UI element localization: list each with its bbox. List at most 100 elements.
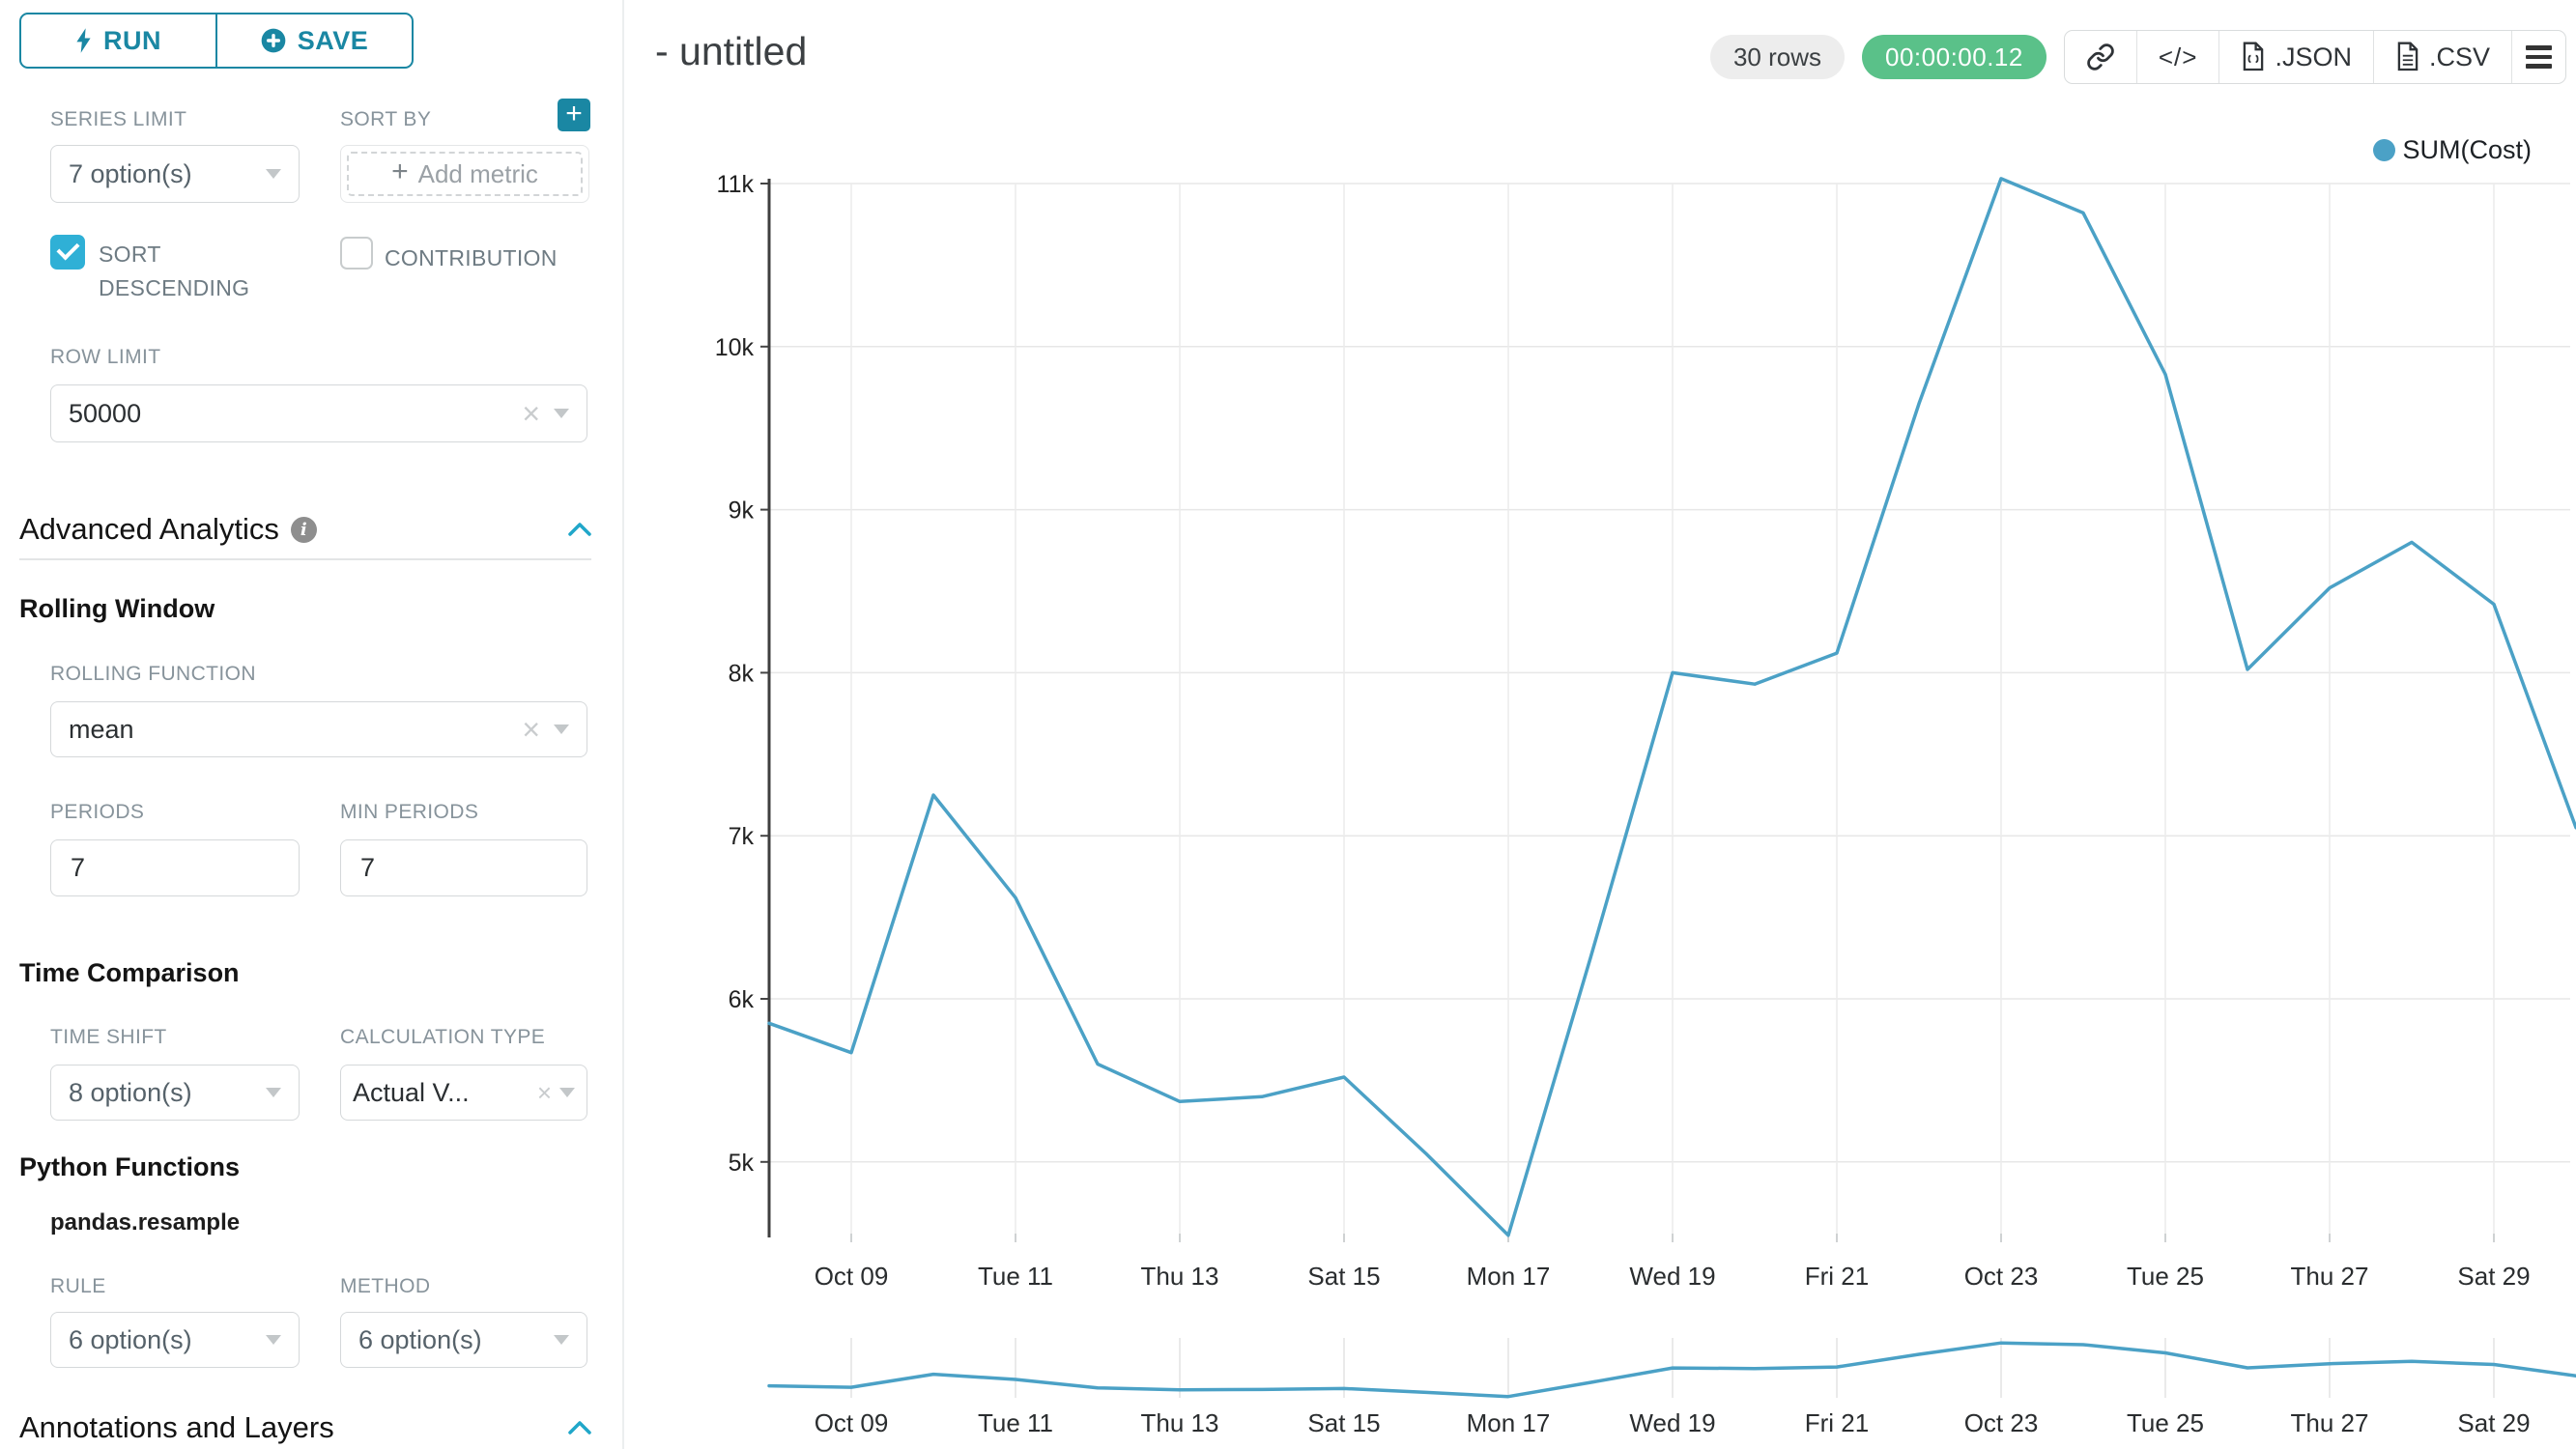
save-button[interactable]: SAVE [215,14,412,67]
svg-text:Fri 21: Fri 21 [1805,1408,1869,1437]
method-value: 6 option(s) [358,1324,482,1354]
svg-text:Tue 25: Tue 25 [2127,1408,2204,1437]
svg-text:Thu 13: Thu 13 [1141,1262,1219,1291]
chevron-down-icon [554,409,569,418]
rule-value: 6 option(s) [69,1324,192,1354]
series-limit-select[interactable]: 7 option(s) [50,145,300,203]
info-icon[interactable]: i [290,516,317,543]
query-duration-badge: 00:00:00.12 [1862,35,2046,79]
plus-icon [391,157,409,186]
contribution-checkbox[interactable] [340,237,373,270]
section-divider [19,558,591,560]
export-button-group: </> .JSON .CSV [2063,30,2566,84]
sort-by-add-metric[interactable]: Add metric [340,145,589,203]
advanced-analytics-header[interactable]: Advanced Analytics i [19,512,591,547]
svg-text:Tue 11: Tue 11 [978,1262,1053,1291]
annotations-layers-title: Annotations and Layers [19,1410,334,1444]
rolling-function-label: ROLLING FUNCTION [50,663,256,685]
copy-link-button[interactable] [2065,31,2136,83]
header-actions: 30 rows 00:00:00.12 </> .JSON [1709,30,2566,84]
run-button[interactable]: RUN [21,14,215,67]
export-csv-button[interactable]: .CSV [2372,31,2511,83]
clear-icon[interactable]: × [522,396,540,431]
chevron-up-icon[interactable] [568,523,591,536]
periods-input[interactable] [50,839,300,896]
series-limit-value: 7 option(s) [69,158,192,188]
time-shift-select[interactable]: 8 option(s) [50,1065,300,1121]
rolling-function-select[interactable]: mean × [50,701,587,757]
hamburger-menu-icon [2526,45,2552,69]
advanced-analytics-title: Advanced Analytics [19,512,279,546]
svg-text:Sat 15: Sat 15 [1307,1408,1380,1437]
chevron-down-icon [554,1335,569,1345]
sort-by-label: SORT BY [340,108,432,130]
contribution-label: CONTRIBUTION [385,245,558,270]
svg-text:Sat 29: Sat 29 [2457,1408,2530,1437]
export-json-button[interactable]: .JSON [2218,31,2373,83]
python-functions-title: Python Functions [19,1152,240,1181]
svg-text:Tue 11: Tue 11 [978,1408,1053,1437]
svg-text:Oct 23: Oct 23 [1964,1408,2039,1437]
periods-label: PERIODS [50,801,145,823]
legend-dot-icon [2372,139,2395,161]
line-chart[interactable]: 5k 6k 7k 8k 9k 10k 11k Oct 09 Tue 11 Thu 13 Sat 15… [624,92,2576,1304]
link-icon [2087,43,2114,71]
annotations-layers-header[interactable]: Annotations and Layers [19,1410,591,1445]
chevron-down-icon [266,169,281,179]
time-shift-label: TIME SHIFT [50,1026,167,1048]
plus-circle-icon [261,28,286,53]
chart-legend[interactable]: SUM(Cost) [2372,135,2533,165]
calculation-type-label: CALCULATION TYPE [340,1026,546,1048]
svg-text:10k: 10k [715,334,755,361]
lightning-icon [76,28,91,53]
rolling-window-title: Rolling Window [19,594,215,623]
chevron-up-icon[interactable] [568,1421,591,1435]
row-limit-value: 50000 [69,398,142,428]
svg-text:Mon 17: Mon 17 [1467,1408,1551,1437]
sort-descending-checkbox[interactable] [50,235,85,270]
svg-text:8k: 8k [729,660,755,687]
run-button-label: RUN [103,25,161,55]
mini-overview-chart[interactable]: Oct 09 Tue 11 Thu 13 Sat 15 Mon 17 Wed 19 Fri … [624,1304,2576,1449]
chevron-down-icon [559,1088,575,1097]
svg-text:Thu 27: Thu 27 [2291,1262,2369,1291]
json-button-label: .JSON [2275,42,2352,71]
rule-label: RULE [50,1275,106,1297]
run-save-button-group: RUN SAVE [19,13,414,69]
chevron-down-icon [266,1335,281,1345]
svg-text:7k: 7k [729,823,755,850]
svg-text:Wed 19: Wed 19 [1629,1408,1715,1437]
csv-button-label: .CSV [2428,42,2490,71]
chart-menu-button[interactable] [2511,31,2565,83]
clear-icon[interactable]: × [522,712,540,747]
svg-text:Sat 29: Sat 29 [2457,1262,2530,1291]
row-limit-select[interactable]: 50000 × [50,384,587,442]
pandas-resample-label: pandas.resample [50,1209,241,1236]
svg-text:Oct 09: Oct 09 [815,1408,889,1437]
min-periods-input[interactable] [340,839,587,896]
rule-select[interactable]: 6 option(s) [50,1312,300,1368]
row-limit-label: ROW LIMIT [50,346,161,368]
sort-descending-label: SORT DESCENDING [99,242,250,300]
calculation-type-select[interactable]: Actual V... × [340,1065,587,1121]
svg-text:Mon 17: Mon 17 [1467,1262,1551,1291]
chart-title[interactable]: - untitled [655,29,808,73]
save-button-label: SAVE [297,25,369,55]
method-select[interactable]: 6 option(s) [340,1312,587,1368]
chart-panel: - untitled 30 rows 00:00:00.12 </> .JSON [624,0,2576,1449]
svg-text:Sat 15: Sat 15 [1307,1262,1380,1291]
chevron-down-icon [266,1088,281,1097]
legend-series-label: SUM(Cost) [2402,135,2533,164]
svg-text:5k: 5k [729,1150,755,1177]
calculation-type-value: Actual V... [353,1077,470,1107]
time-comparison-title: Time Comparison [19,958,240,987]
add-sort-by-button[interactable] [558,99,590,131]
svg-text:Tue 25: Tue 25 [2127,1262,2204,1291]
svg-text:6k: 6k [729,986,755,1013]
clear-icon[interactable]: × [536,1078,552,1107]
time-shift-value: 8 option(s) [69,1077,192,1107]
embed-code-button[interactable]: </> [2135,31,2219,83]
svg-text:Thu 13: Thu 13 [1141,1408,1219,1437]
rolling-function-value: mean [69,714,134,744]
svg-text:Thu 27: Thu 27 [2291,1408,2369,1437]
